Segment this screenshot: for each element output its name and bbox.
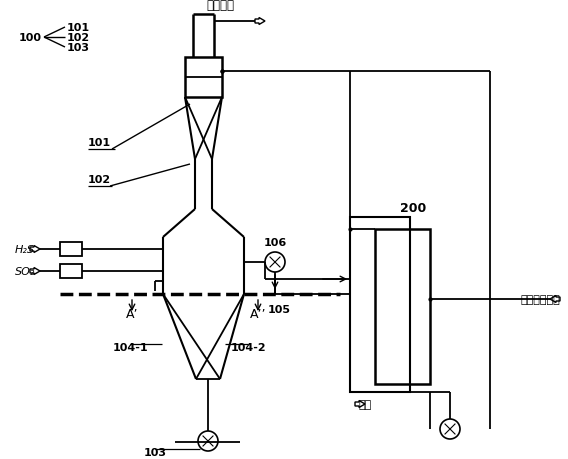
FancyArrow shape xyxy=(355,401,365,408)
Text: H₂S: H₂S xyxy=(15,245,35,254)
Bar xyxy=(60,242,82,257)
Bar xyxy=(185,58,222,98)
Bar xyxy=(350,218,410,392)
Text: 新鲜反应溶液: 新鲜反应溶液 xyxy=(520,294,560,304)
Text: 103: 103 xyxy=(67,43,90,53)
Text: 103: 103 xyxy=(144,447,166,457)
Text: 106: 106 xyxy=(264,237,287,247)
Text: A’: A’ xyxy=(126,308,138,320)
FancyArrow shape xyxy=(550,296,560,303)
Text: 反应尾气: 反应尾气 xyxy=(206,0,234,12)
Text: 102: 102 xyxy=(88,174,111,185)
Text: 100: 100 xyxy=(19,33,42,43)
FancyArrow shape xyxy=(30,246,40,253)
Text: 104-2: 104-2 xyxy=(230,342,266,352)
Text: 104-1: 104-1 xyxy=(112,342,148,352)
FancyArrow shape xyxy=(30,268,40,275)
Text: 硫磺: 硫磺 xyxy=(358,399,371,409)
Text: A’’: A’’ xyxy=(250,308,266,320)
Text: 200: 200 xyxy=(400,202,426,214)
Text: 101: 101 xyxy=(88,138,111,148)
Text: 105: 105 xyxy=(268,304,291,314)
Text: SO₂: SO₂ xyxy=(15,266,35,276)
Text: 101: 101 xyxy=(67,23,90,33)
Text: 102: 102 xyxy=(67,33,90,43)
Bar xyxy=(60,264,82,279)
FancyArrow shape xyxy=(255,18,265,25)
Bar xyxy=(375,230,430,384)
